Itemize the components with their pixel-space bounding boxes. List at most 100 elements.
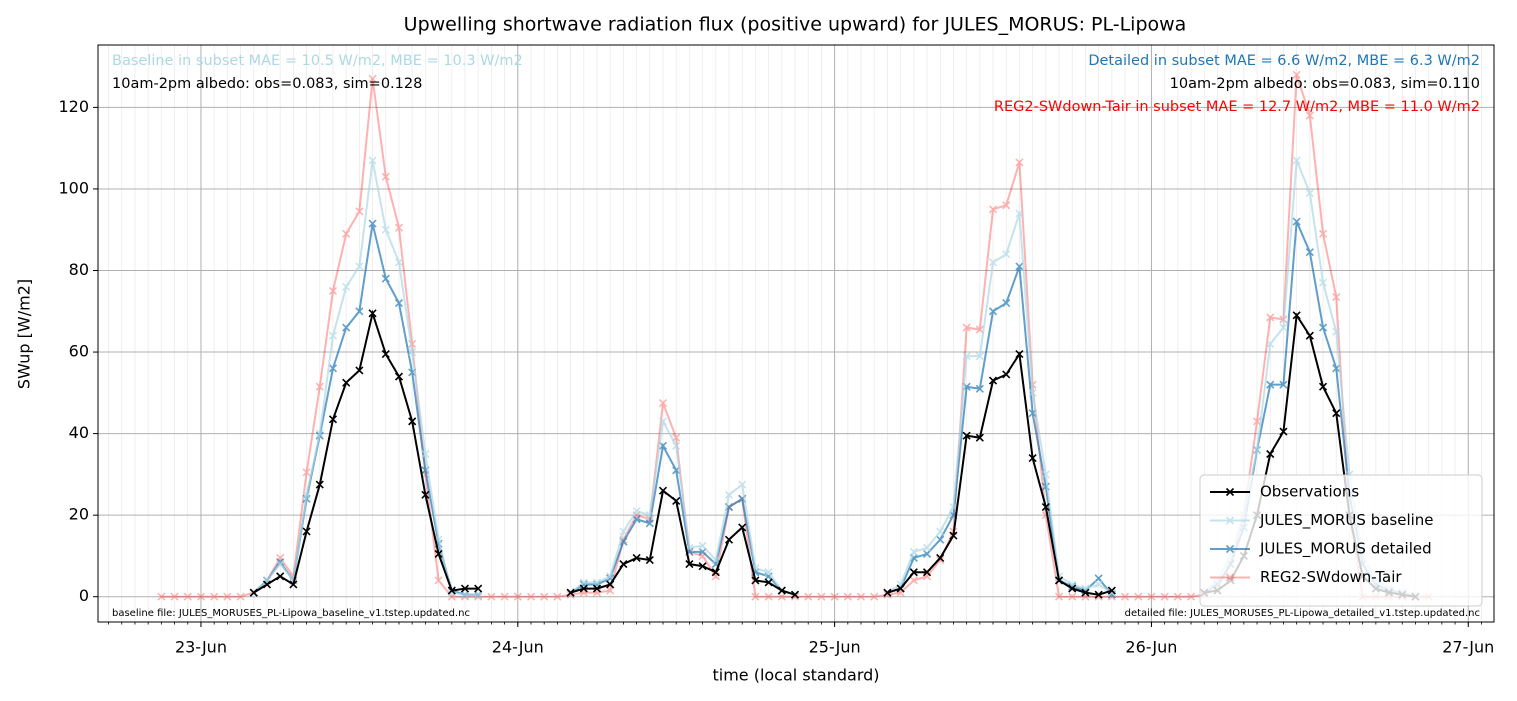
marker: [421, 490, 430, 499]
legend-marker: [1225, 544, 1235, 554]
marker: [302, 490, 311, 499]
marker: [355, 262, 364, 271]
marker: [381, 274, 390, 283]
legend-label: Observations: [1260, 483, 1359, 501]
marker: [1305, 331, 1314, 340]
marker: [460, 590, 470, 599]
y-axis-label: SWup [W/m2]: [15, 279, 34, 389]
marker: [738, 523, 747, 532]
marker: [474, 590, 483, 599]
marker: [276, 572, 285, 581]
marker: [328, 364, 338, 373]
line: [886, 213, 1113, 594]
marker: [328, 286, 338, 295]
marker: [592, 584, 602, 593]
marker: [368, 74, 377, 83]
marker: [777, 592, 786, 601]
marker: [658, 486, 668, 495]
marker: [843, 592, 852, 601]
line: [887, 266, 1113, 596]
marker: [962, 352, 971, 361]
marker: [1041, 502, 1050, 512]
marker: [500, 592, 509, 601]
line: [569, 418, 796, 596]
marker: [342, 229, 351, 238]
x-tick-label: 27-Jun: [1442, 638, 1494, 657]
line: [570, 442, 796, 596]
marker: [751, 576, 760, 585]
legend-label: JULES_MORUS detailed: [1259, 540, 1432, 559]
marker: [751, 592, 760, 601]
marker: [1332, 327, 1341, 336]
marker: [975, 384, 984, 393]
marker: [1266, 313, 1275, 322]
marker: [434, 549, 443, 558]
marker: [764, 568, 773, 577]
marker: [592, 578, 602, 587]
marker: [936, 535, 945, 544]
line: [570, 488, 796, 596]
marker: [1292, 217, 1301, 226]
marker: [236, 592, 245, 601]
marker: [1068, 584, 1077, 593]
marker: [1173, 592, 1182, 601]
marker: [1054, 576, 1064, 585]
y-tick-label: 60: [69, 342, 89, 361]
marker: [1160, 592, 1169, 601]
marker: [1332, 409, 1341, 418]
marker: [1068, 592, 1077, 601]
marker: [1081, 588, 1090, 597]
legend-item: [1210, 573, 1250, 582]
marker: [975, 352, 984, 361]
marker: [922, 549, 932, 558]
marker: [606, 580, 615, 589]
marker: [342, 378, 351, 387]
marker: [790, 590, 800, 599]
marker: [645, 519, 654, 528]
legend-label: JULES_MORUS baseline: [1259, 511, 1434, 530]
chart-title: Upwelling shortwave radiation flux (posi…: [404, 14, 1187, 36]
legend-item: [1210, 544, 1250, 554]
marker: [394, 223, 404, 232]
marker: [658, 417, 668, 426]
marker: [421, 449, 430, 459]
x-tick-label: 24-Jun: [492, 638, 544, 657]
marker: [922, 543, 932, 552]
marker: [949, 502, 958, 512]
marker: [909, 547, 918, 556]
marker: [698, 541, 707, 550]
marker: [368, 219, 377, 228]
x-axis-label: time (local standard): [712, 666, 879, 685]
marker: [975, 325, 984, 334]
legend-marker: [1225, 516, 1235, 525]
marker: [394, 258, 404, 267]
marker: [711, 555, 720, 565]
annotation: REG2-SWdown-Tair in subset MAE = 12.7 W/…: [994, 99, 1480, 115]
line: [887, 351, 1113, 596]
marker: [1028, 454, 1037, 463]
marker: [870, 592, 879, 601]
marker: [1094, 574, 1103, 583]
marker: [1041, 470, 1050, 479]
y-tick-label: 20: [69, 505, 89, 524]
y-tick-label: 80: [69, 260, 89, 279]
marker: [1015, 350, 1024, 359]
y-tick-label: 120: [58, 97, 89, 116]
marker: [302, 527, 311, 536]
marker: [1266, 380, 1275, 389]
x-tick-label: 23-Jun: [175, 638, 227, 657]
marker: [342, 282, 351, 291]
marker: [619, 527, 628, 536]
marker: [355, 207, 364, 216]
marker: [1305, 248, 1314, 257]
marker: [804, 592, 813, 601]
marker: [408, 417, 417, 426]
marker: [394, 299, 404, 308]
marker: [764, 578, 773, 587]
marker: [381, 225, 390, 234]
marker: [1002, 250, 1011, 259]
marker: [606, 572, 615, 581]
marker: [936, 527, 945, 536]
marker: [1120, 592, 1130, 601]
marker: [1094, 590, 1103, 599]
